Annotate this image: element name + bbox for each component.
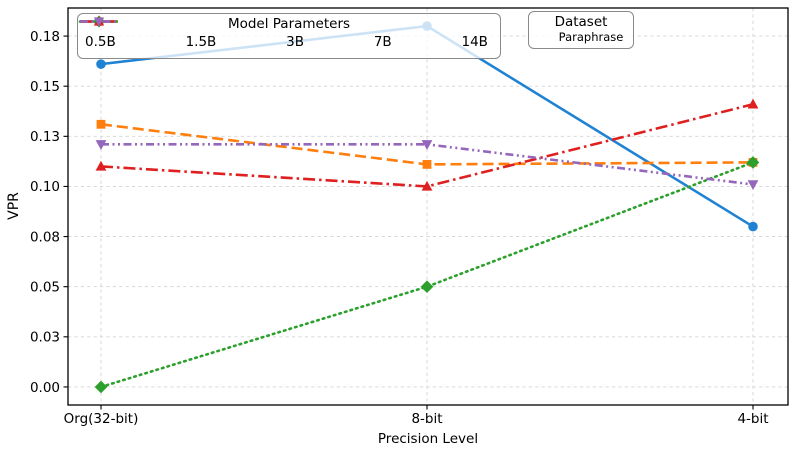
legend-label: 1.5B — [185, 34, 217, 50]
square-marker — [422, 159, 432, 169]
legend-title: Model Parameters — [227, 16, 351, 32]
x-tick-label: 8-bit — [411, 411, 442, 427]
x-tick-label: Org(32-bit) — [64, 411, 139, 427]
triangle-down-marker — [421, 140, 433, 150]
series-7B — [95, 98, 759, 191]
triangle-up-marker — [747, 98, 759, 109]
legend-handle — [80, 17, 118, 27]
y-tick-label: 0.18 — [30, 29, 60, 45]
legend-item-3B: 3B — [78, 15, 304, 50]
y-tick-label: 0.13 — [30, 129, 60, 145]
legend-label: 7B — [373, 34, 392, 50]
plot-border — [67, 7, 789, 406]
dataset-annotation-box: Dataset Paraphrase — [528, 11, 634, 49]
circle-marker — [96, 59, 106, 69]
diamond-marker — [746, 156, 760, 169]
y-tick-label: 0.00 — [30, 380, 60, 396]
legend-label: 3B — [286, 34, 304, 50]
legend-item-14B: 14B — [80, 17, 488, 50]
series-3B — [94, 156, 760, 394]
circle-marker — [748, 221, 758, 232]
legend-entries: 0.5B 1.5B 3B 7B 14B — [78, 15, 500, 50]
legend-item-7B: 7B — [80, 16, 392, 50]
diamond-marker — [94, 380, 108, 394]
y-tick-label: 0.10 — [30, 179, 60, 195]
triangle-up-marker — [421, 180, 433, 191]
square-marker — [96, 119, 106, 129]
dataset-box-label: Paraphrase — [558, 30, 624, 44]
dataset-box-title: Dataset — [554, 14, 608, 30]
x-tick-label: 4-bit — [737, 411, 768, 427]
legend-label: 14B — [461, 34, 488, 50]
legend-label: 0.5B — [85, 34, 116, 50]
series-line — [101, 143, 754, 186]
y-tick-label: 0.08 — [30, 229, 60, 245]
legend-item-1.5B: 1.5B — [80, 17, 217, 50]
y-tick-label: 0.05 — [30, 280, 60, 296]
y-tick-label: 0.15 — [30, 79, 60, 95]
triangle-down-marker — [95, 140, 107, 150]
diamond-marker — [420, 280, 434, 294]
legend-box: Model Parameters 0.5B 1.5B 3B 7B 14B — [77, 13, 501, 59]
y-tick-label: 0.03 — [30, 330, 60, 346]
triangle-up-marker — [95, 160, 107, 171]
triangle-down-marker — [747, 180, 759, 191]
x-axis-label: Precision Level — [377, 431, 479, 447]
series-14B — [95, 140, 759, 191]
triangle-down-marker — [93, 17, 105, 27]
y-axis-label: VPR — [6, 192, 22, 220]
legend-item-0.5B: 0.5B — [80, 16, 118, 50]
